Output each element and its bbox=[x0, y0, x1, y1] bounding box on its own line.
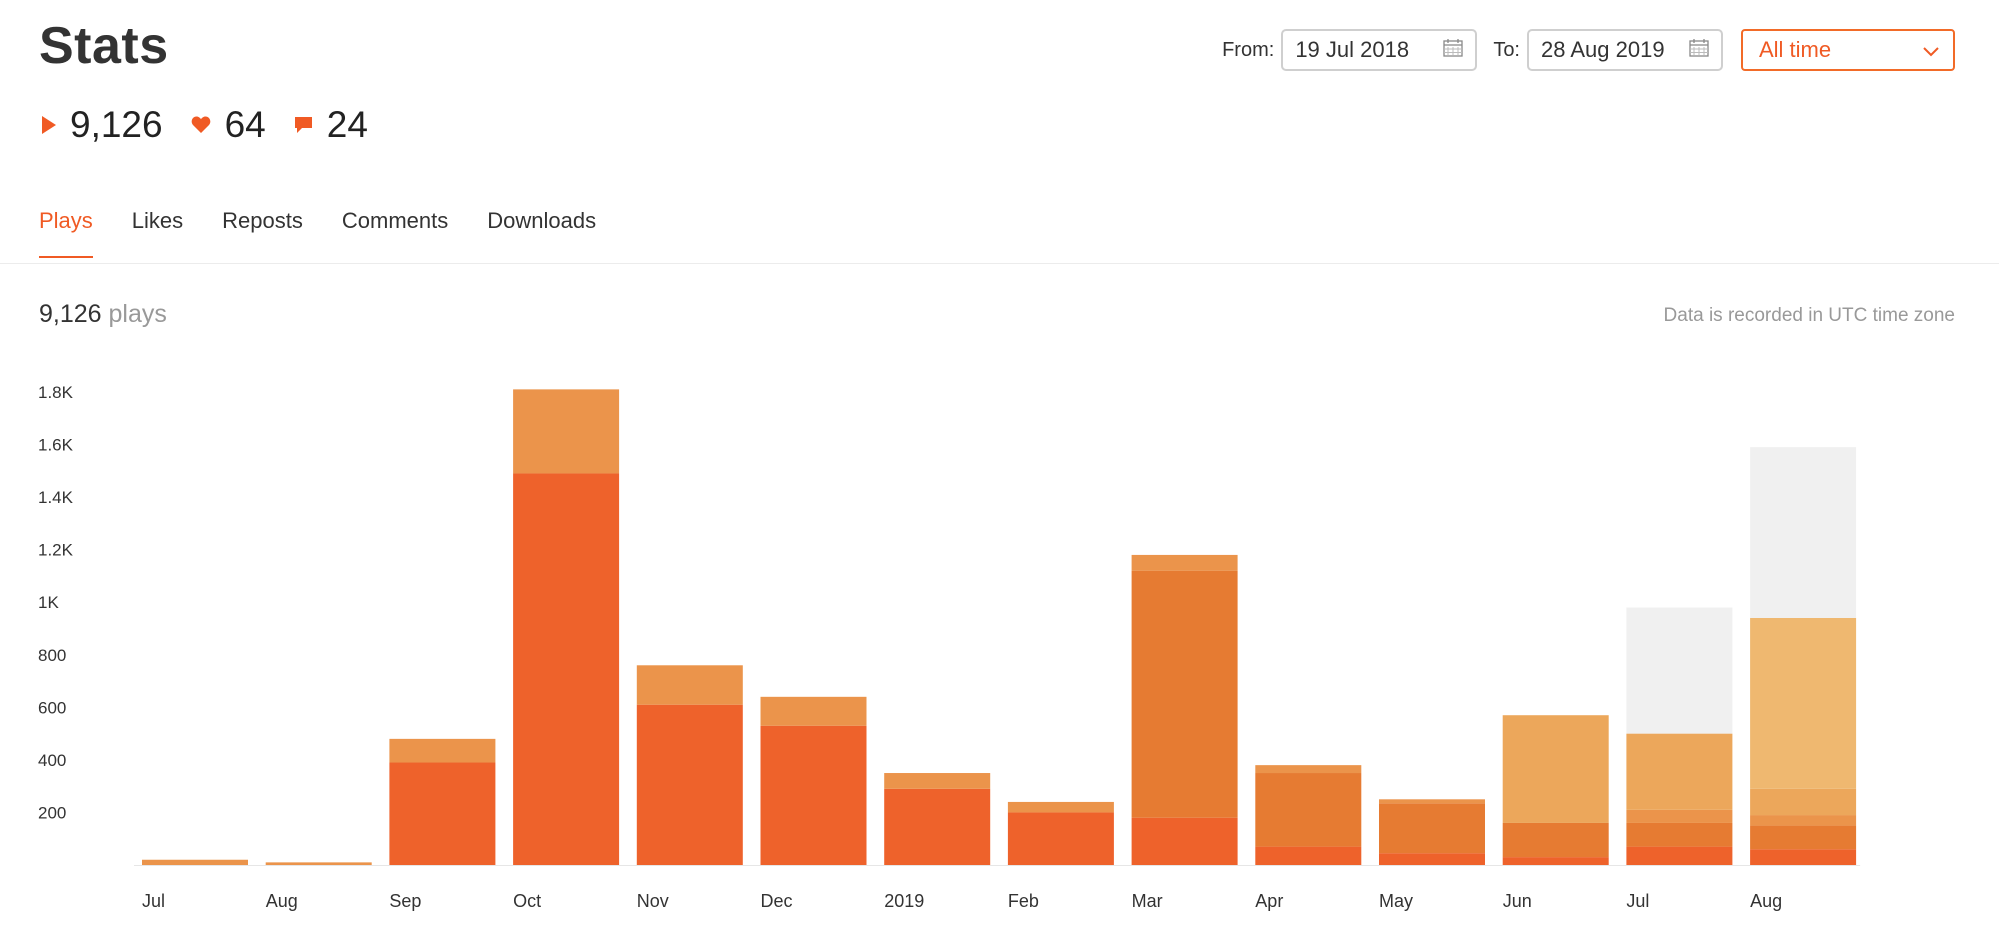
y-tick-label: 400 bbox=[38, 751, 66, 770]
bar-segment[interactable] bbox=[1131, 817, 1238, 865]
likes-total: 64 bbox=[191, 104, 266, 146]
x-tick-label: Jul bbox=[142, 891, 165, 911]
y-tick-label: 600 bbox=[38, 698, 66, 717]
bar-segment[interactable] bbox=[1255, 773, 1362, 847]
bar-segment[interactable] bbox=[1750, 849, 1857, 865]
bar-segment[interactable] bbox=[389, 738, 496, 763]
likes-count: 64 bbox=[224, 104, 266, 145]
x-tick-label: Sep bbox=[389, 891, 421, 911]
plays-summary-count: 9,126 bbox=[39, 300, 102, 328]
bar-segment[interactable] bbox=[760, 725, 867, 865]
bar-segment[interactable] bbox=[513, 473, 620, 865]
y-tick-label: 1K bbox=[38, 593, 59, 612]
x-tick-label: Jun bbox=[1503, 891, 1532, 911]
bar-segment[interactable] bbox=[142, 859, 248, 865]
x-tick-label: Jul bbox=[1626, 891, 1649, 911]
bar-segment[interactable] bbox=[1626, 846, 1733, 865]
to-date-input[interactable]: 28 Aug 2019 bbox=[1527, 29, 1723, 71]
bar-segment[interactable] bbox=[265, 862, 372, 865]
y-tick-label: 200 bbox=[38, 803, 66, 822]
to-label: To: bbox=[1493, 38, 1520, 61]
x-tick-label: 2019 bbox=[884, 891, 924, 911]
y-tick-label: 1.4K bbox=[38, 488, 74, 507]
bar-segment[interactable] bbox=[1379, 853, 1485, 865]
bar-segment[interactable] bbox=[1007, 801, 1114, 813]
plays-summary-unit: plays bbox=[108, 300, 167, 328]
tab-plays[interactable]: Plays bbox=[39, 208, 93, 258]
bar-segment[interactable] bbox=[389, 762, 496, 865]
calendar-icon bbox=[1689, 37, 1709, 63]
y-tick-label: 1.8K bbox=[38, 383, 74, 402]
y-tick-label: 1.6K bbox=[38, 436, 74, 455]
bar-segment[interactable] bbox=[1379, 803, 1485, 854]
play-icon bbox=[42, 116, 56, 134]
stats-tabs: Plays Likes Reposts Comments Downloads bbox=[39, 208, 635, 258]
x-tick-label: Feb bbox=[1008, 891, 1039, 911]
comments-total: 24 bbox=[294, 104, 368, 146]
plays-count: 9,126 bbox=[70, 104, 163, 145]
timezone-note: Data is recorded in UTC time zone bbox=[1663, 305, 1955, 326]
y-tick-label: 1.2K bbox=[38, 541, 74, 560]
totals-bar: 9,126 64 24 bbox=[42, 104, 396, 146]
bar-segment[interactable] bbox=[1502, 822, 1609, 858]
heart-icon bbox=[191, 116, 211, 134]
chevron-down-icon bbox=[1923, 37, 1939, 63]
bar-segment[interactable] bbox=[636, 704, 743, 865]
bar-segment[interactable] bbox=[884, 773, 991, 789]
bar-segment[interactable] bbox=[1626, 822, 1733, 847]
bar-segment[interactable] bbox=[1750, 617, 1857, 789]
from-date-value: 19 Jul 2018 bbox=[1295, 37, 1410, 62]
tab-likes[interactable]: Likes bbox=[131, 208, 184, 233]
y-tick-label: 800 bbox=[38, 646, 66, 665]
x-tick-label: Oct bbox=[513, 891, 541, 911]
tabs-divider bbox=[0, 263, 1999, 264]
date-range-bar: From: 19 Jul 2018 To: 28 Aug 2019 bbox=[1222, 29, 1955, 71]
x-tick-label: Aug bbox=[1750, 891, 1782, 911]
bar-segment[interactable] bbox=[1750, 788, 1857, 816]
comments-count: 24 bbox=[326, 104, 368, 145]
to-date-value: 28 Aug 2019 bbox=[1541, 37, 1665, 62]
calendar-icon bbox=[1443, 37, 1463, 63]
tab-downloads[interactable]: Downloads bbox=[487, 208, 597, 233]
bar-segment[interactable] bbox=[1255, 765, 1362, 774]
page-title: Stats bbox=[39, 17, 169, 75]
bar-segment[interactable] bbox=[1502, 857, 1609, 865]
bar-segment[interactable] bbox=[1750, 447, 1857, 618]
bar-segment[interactable] bbox=[1255, 846, 1362, 865]
bar-segment[interactable] bbox=[1626, 607, 1733, 734]
comment-icon bbox=[294, 116, 313, 134]
from-date-input[interactable]: 19 Jul 2018 bbox=[1281, 29, 1478, 71]
period-select[interactable]: All time bbox=[1741, 29, 1955, 71]
x-tick-label: May bbox=[1379, 891, 1413, 911]
bar-segment[interactable] bbox=[1131, 554, 1238, 571]
bar-segment[interactable] bbox=[1007, 812, 1114, 865]
bar-segment[interactable] bbox=[1750, 815, 1857, 826]
bar-segment[interactable] bbox=[1502, 715, 1609, 823]
bar-segment[interactable] bbox=[1750, 825, 1857, 850]
x-tick-label: Aug bbox=[266, 891, 298, 911]
bar-segment[interactable] bbox=[1626, 809, 1733, 823]
x-tick-label: Nov bbox=[637, 891, 669, 911]
tab-comments[interactable]: Comments bbox=[341, 208, 449, 233]
x-tick-label: Mar bbox=[1132, 891, 1163, 911]
period-select-value: All time bbox=[1759, 37, 1832, 62]
bar-segment[interactable] bbox=[1626, 733, 1733, 810]
from-label: From: bbox=[1222, 38, 1275, 61]
plays-summary: 9,126 plays bbox=[39, 300, 167, 329]
bar-segment[interactable] bbox=[760, 696, 867, 726]
bar-segment[interactable] bbox=[513, 389, 620, 474]
bar-segment[interactable] bbox=[1131, 570, 1238, 818]
bar-segment[interactable] bbox=[884, 788, 991, 865]
x-tick-label: Apr bbox=[1255, 891, 1283, 911]
bar-segment[interactable] bbox=[636, 665, 743, 705]
x-tick-label: Dec bbox=[761, 891, 793, 911]
plays-total: 9,126 bbox=[42, 104, 163, 146]
plays-bar-chart: 200 400 600 800 1K 1.2K 1.4K 1.6K 1.8K Jul Aug Sep O… bbox=[38, 383, 1861, 911]
tab-reposts[interactable]: Reposts bbox=[222, 208, 303, 233]
bar-segment[interactable] bbox=[1379, 799, 1485, 804]
